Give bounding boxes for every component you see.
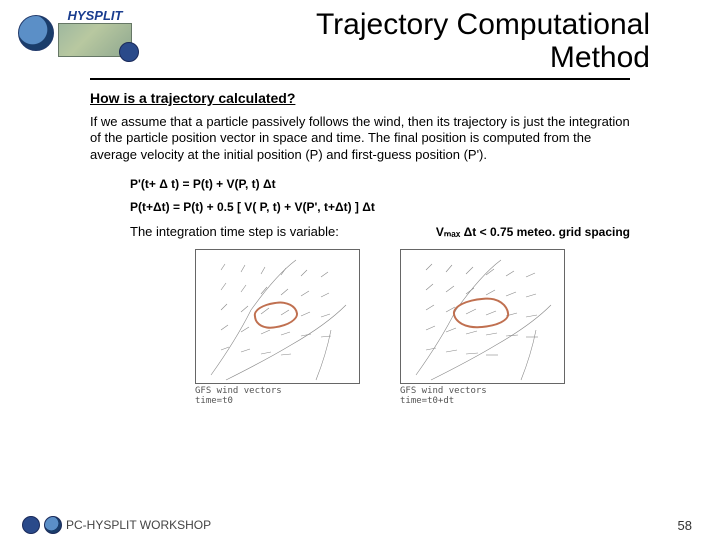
body-paragraph: If we assume that a particle passively f…: [90, 114, 630, 163]
slide-title-line1: Trajectory Computational: [316, 8, 650, 41]
noaa-logo-icon: [18, 15, 54, 51]
equation-first-guess: P'(t+ Δ t) = P(t) + V(P, t) Δt: [130, 173, 630, 196]
map-panel-left: GFS wind vectors time=t0: [195, 249, 360, 407]
footer-badge-icon: [22, 516, 40, 534]
hysplit-map-icon: [58, 23, 132, 57]
hysplit-logo-block: HYSPLIT: [58, 8, 132, 57]
content-area: How is a trajectory calculated? If we as…: [0, 90, 720, 407]
page-number: 58: [678, 518, 692, 533]
slide-title: Trajectory Computational Method: [198, 8, 680, 74]
question-heading: How is a trajectory calculated?: [90, 90, 630, 106]
logo-area: HYSPLIT: [18, 8, 198, 57]
footer-left: PC-HYSPLIT WORKSHOP: [22, 516, 211, 534]
hysplit-brand-text: HYSPLIT: [68, 8, 123, 23]
slide-footer: PC-HYSPLIT WORKSHOP 58: [0, 516, 720, 534]
map-caption-right: GFS wind vectors time=t0+dt: [400, 387, 487, 407]
footer-noaa-icon: [44, 516, 62, 534]
title-rule: [90, 78, 630, 80]
map-panel-right: GFS wind vectors time=t0+dt: [400, 249, 565, 407]
slide-header: HYSPLIT Trajectory Computational Method: [0, 0, 720, 74]
timestep-row: The integration time step is variable: V…: [90, 224, 630, 239]
map-box-t0: [195, 249, 360, 384]
timestep-condition: Vₘₐₓ Δt < 0.75 meteo. grid spacing: [436, 225, 630, 239]
timestep-label: The integration time step is variable:: [130, 224, 339, 239]
map-box-t1: [400, 249, 565, 384]
maps-row: GFS wind vectors time=t0: [90, 249, 630, 407]
footer-label: PC-HYSPLIT WORKSHOP: [66, 518, 211, 532]
equations-block: P'(t+ Δ t) = P(t) + V(P, t) Δt P(t+Δt) =…: [90, 173, 630, 219]
slide-title-line2: Method: [550, 41, 650, 74]
equation-final: P(t+Δt) = P(t) + 0.5 [ V( P, t) + V(P', …: [130, 196, 630, 219]
map-caption-left: GFS wind vectors time=t0: [195, 387, 282, 407]
